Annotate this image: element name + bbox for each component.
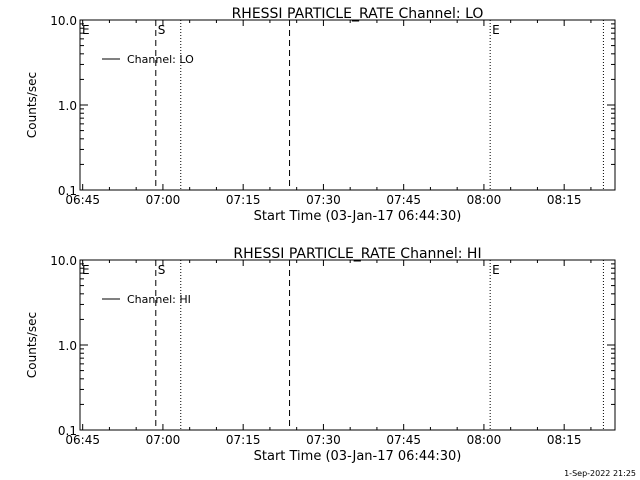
y-tick-label: 1.0 [58,339,77,353]
chart-panel-0: RHESSI PARTICLE_RATE Channel: LO 06:45 07:… [25,6,616,224]
marker-label: E [492,23,500,37]
y-tick-label: 0.1 [58,424,77,438]
x-axis-label: Start Time (03-Jan-17 06:44:30) [254,209,462,224]
x-tick-label: 08:00 [467,193,502,207]
x-tick-label: 07:00 [146,433,181,447]
marker-label: S [158,23,166,37]
x-tick-label: 07:30 [306,193,341,207]
legend-entry: Channel: HI [127,293,191,306]
marker-label: S [158,263,166,277]
legend-entry: Channel: LO [127,53,194,66]
marker-label: E [82,263,90,277]
x-tick-label: 07:45 [386,193,421,207]
marker-label: E [82,23,90,37]
marker-label: E [492,263,500,277]
x-tick-label: 07:15 [226,433,261,447]
y-axis-label: Counts/sec [25,72,39,138]
x-tick-label: 07:15 [226,193,261,207]
y-tick-label: 10.0 [50,254,77,268]
x-axis-label: Start Time (03-Jan-17 06:44:30) [254,449,462,464]
plot-frame [79,19,616,191]
x-tick-label: 06:45 [65,193,100,207]
chart-title: RHESSI PARTICLE_RATE Channel: LO [232,6,484,22]
y-tick-label: 1.0 [58,99,77,113]
plot-frame [79,259,616,431]
x-tick-label: 08:15 [547,193,582,207]
x-tick-label: 06:45 [65,433,100,447]
x-tick-label: 07:45 [386,433,421,447]
y-tick-label: 10.0 [50,14,77,28]
chart-panel-1: RHESSI PARTICLE_RATE Channel: HI 06:45 07:… [25,246,616,464]
x-tick-label: 08:00 [467,433,502,447]
x-tick-label: 08:15 [547,433,582,447]
y-tick-label: 0.1 [58,184,77,198]
x-tick-label: 07:30 [306,433,341,447]
chart-title: RHESSI PARTICLE_RATE Channel: HI [233,246,481,262]
x-tick-label: 07:00 [146,193,181,207]
timestamp: 1-Sep-2022 21:25 [564,469,636,478]
y-axis-label: Counts/sec [25,312,39,378]
